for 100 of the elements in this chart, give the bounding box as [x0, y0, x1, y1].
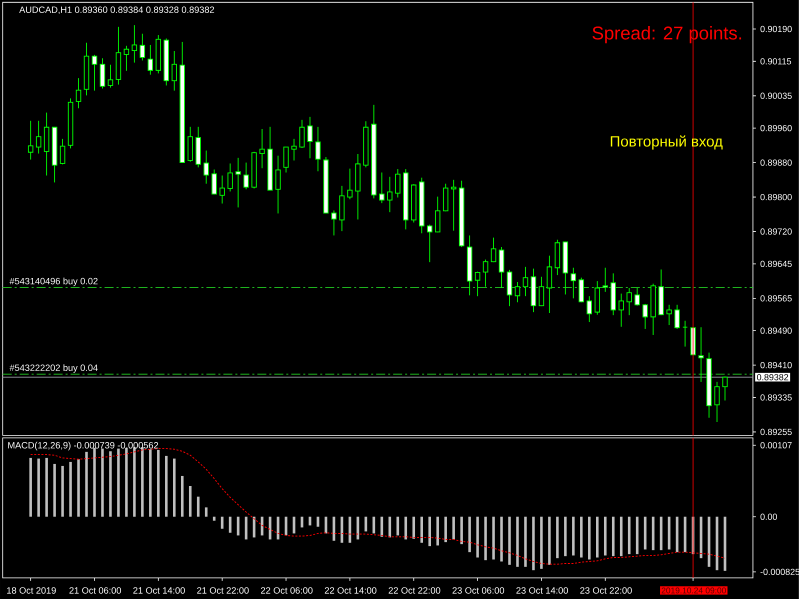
x-tick-label: 18 Oct 2019: [7, 587, 56, 594]
candlestick: [570, 267, 576, 299]
bar: [85, 452, 88, 517]
candlestick: [474, 271, 480, 297]
x-tick-label: 23 Oct 06:00: [452, 587, 504, 594]
candlestick: [434, 196, 440, 233]
candlestick: [315, 126, 321, 172]
bar: [149, 449, 152, 517]
candlestick: [618, 293, 624, 328]
y-tick-label: 0.90115: [760, 58, 792, 64]
ref-line-label: #543222202 buy 0.04: [10, 364, 98, 373]
bar: [125, 448, 128, 517]
bar: [580, 516, 583, 558]
x-tick-label: 22 Oct 14:00: [324, 587, 376, 594]
bar: [708, 516, 710, 567]
bar: [676, 516, 678, 552]
y-tick-label: 0.89880: [760, 159, 792, 166]
bar: [524, 516, 527, 567]
bar: [364, 516, 368, 532]
y-tick-label: 0.89720: [760, 228, 792, 235]
y-tick-label: 0.89565: [760, 295, 792, 302]
bar: [500, 516, 503, 562]
bar: [356, 516, 360, 540]
bar: [372, 516, 376, 534]
bar: [109, 451, 112, 517]
bar: [660, 516, 662, 550]
candlestick: [148, 44, 154, 76]
y-tick-label: 0.89255: [760, 428, 792, 436]
bar: [452, 516, 455, 540]
bar: [228, 516, 232, 533]
candlestick: [722, 376, 728, 401]
y-tick-label: 0.89335: [760, 394, 792, 401]
bar: [93, 448, 96, 517]
candlestick: [220, 175, 225, 204]
x-tick-label: 23 Oct 22:00: [580, 587, 632, 594]
bar: [420, 516, 424, 543]
x-tick-label: 22 Oct 22:00: [388, 587, 440, 594]
candlestick: [450, 179, 456, 232]
candlestick: [634, 287, 640, 306]
bar: [700, 516, 702, 558]
candlestick: [514, 281, 520, 303]
x-tick-label: 21 Oct 14:00: [133, 587, 185, 594]
bar: [340, 516, 344, 543]
bar: [644, 516, 646, 550]
candlestick: [522, 266, 528, 297]
bar: [348, 516, 352, 543]
bar: [716, 516, 718, 570]
chart-title: MACD(12,26,9) -0.000739 -0.000562: [8, 442, 158, 450]
bar: [61, 466, 64, 517]
bar: [428, 516, 431, 546]
candlestick: [498, 246, 504, 288]
y-tick-label: 0.89490: [760, 327, 792, 334]
candlestick: [626, 287, 632, 316]
bar: [180, 476, 184, 517]
bar: [324, 516, 328, 534]
candlestick: [299, 119, 305, 148]
candlestick: [427, 224, 432, 263]
candlestick: [347, 168, 353, 200]
candlestick: [204, 150, 209, 184]
bar: [268, 516, 272, 540]
bar: [460, 516, 463, 544]
x-tick-label: 21 Oct 22:00: [197, 587, 249, 594]
candlestick: [275, 155, 281, 214]
ref-line-label: #543140496 buy 0.02: [10, 278, 98, 286]
bar: [388, 516, 392, 538]
bar: [724, 516, 726, 571]
candlestick: [666, 304, 672, 326]
bar: [69, 462, 72, 517]
bar: [212, 516, 216, 521]
candlestick: [578, 277, 584, 303]
bar: [508, 516, 511, 565]
bar: [468, 516, 471, 552]
candlestick: [642, 303, 648, 330]
bar: [316, 516, 320, 527]
chart-title: AUDCAD,H1 0.89360 0.89384 0.89328 0.89382: [19, 6, 214, 14]
candlestick: [442, 183, 448, 212]
candlestick: [60, 138, 66, 165]
bar: [548, 516, 551, 565]
bar: [628, 516, 631, 554]
candlestick: [140, 33, 146, 61]
candlestick: [188, 126, 193, 162]
x-tick-label: 22 Oct 06:00: [260, 587, 313, 594]
candlestick: [482, 259, 488, 288]
bar: [332, 516, 336, 541]
bar: [620, 516, 623, 556]
candlestick: [28, 120, 34, 160]
bar: [484, 516, 487, 560]
bar: [556, 516, 559, 558]
candlestick: [379, 172, 384, 204]
candlestick: [490, 237, 496, 263]
candlestick: [506, 269, 512, 306]
bar: [37, 458, 40, 517]
bar: [436, 516, 439, 546]
candlestick: [36, 120, 42, 154]
bar: [53, 464, 56, 517]
candlestick: [283, 146, 289, 173]
candlestick: [92, 54, 98, 92]
candlestick: [124, 45, 130, 72]
candlestick: [387, 176, 392, 213]
bar: [684, 516, 686, 552]
